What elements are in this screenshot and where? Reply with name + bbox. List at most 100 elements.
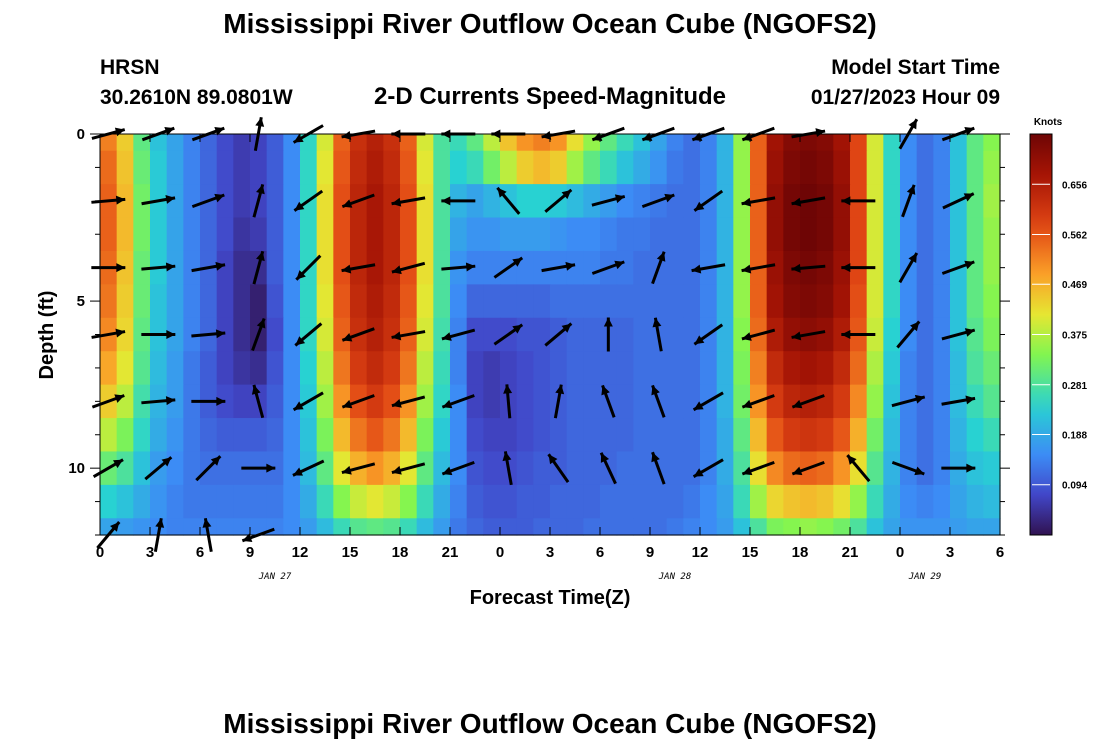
heatmap-cell: [516, 351, 534, 386]
heatmap-cell: [766, 134, 784, 152]
heatmap-cell: [350, 351, 368, 386]
heatmap-cell: [866, 451, 884, 486]
heatmap-cell: [633, 518, 651, 536]
current-arrow: [941, 395, 976, 406]
heatmap-cell: [466, 351, 484, 386]
heatmap-cell: [616, 351, 634, 386]
current-arrow: [841, 196, 876, 206]
heatmap-cell: [750, 284, 768, 319]
heatmap-cell: [900, 351, 918, 386]
heatmap-cell: [183, 150, 201, 185]
heatmap-cell: [683, 184, 701, 219]
heatmap-cell: [966, 418, 984, 453]
heatmap-cell: [316, 134, 334, 152]
heatmap-cell: [483, 134, 501, 152]
heatmap-cell: [883, 184, 901, 219]
heatmap-cell: [283, 384, 301, 419]
current-arrow: [898, 252, 919, 284]
heatmap-cell: [783, 284, 801, 319]
x-tick-label: 6: [196, 544, 204, 561]
arrow-head: [115, 328, 126, 338]
heatmap-cell: [416, 451, 434, 486]
heatmap-cell: [866, 351, 884, 386]
heatmap-cell: [583, 250, 601, 285]
heatmap-cell: [516, 184, 534, 219]
heatmap-cell: [650, 518, 668, 536]
heatmap-cell: [800, 134, 818, 152]
arrow-head: [910, 321, 920, 332]
heatmap-cell: [883, 317, 901, 352]
heatmap-cell: [333, 384, 351, 419]
heatmap-cell: [766, 250, 784, 285]
current-arrow: [891, 394, 926, 408]
heatmap-cell: [133, 351, 151, 386]
heatmap-cell: [216, 351, 234, 386]
arrow-head: [651, 452, 660, 463]
heatmap-cell: [233, 217, 251, 252]
colorbar-tick-label: 0.469: [1062, 280, 1087, 291]
y-tick-label: 0: [77, 126, 85, 143]
arrow-head: [512, 257, 523, 267]
heatmap-cell: [966, 250, 984, 285]
heatmap-cell: [883, 150, 901, 185]
heatmap-cell: [766, 351, 784, 386]
heatmap-cell: [433, 351, 451, 386]
heatmap-cell: [766, 518, 784, 536]
colorbar-tick-label: 0.281: [1062, 381, 1087, 392]
heatmap-cell: [516, 518, 534, 536]
heatmap-cell: [883, 284, 901, 319]
arrow-head: [815, 128, 826, 138]
heatmap-cell: [550, 351, 568, 386]
arrow-head: [914, 466, 925, 476]
current-arrow: [141, 396, 176, 406]
heatmap-cell: [233, 134, 251, 152]
current-arrow: [252, 250, 265, 285]
heatmap-cell: [783, 317, 801, 352]
arrow-head: [256, 318, 266, 329]
heatmap-cell: [983, 284, 1001, 319]
current-arrow: [92, 458, 124, 478]
heatmap-cell: [966, 134, 984, 152]
heatmap-cell: [616, 451, 634, 486]
heatmap-cell: [933, 250, 951, 285]
heatmap-cell: [383, 317, 401, 352]
heatmap-cell: [333, 284, 351, 319]
heatmap-cell: [216, 451, 234, 486]
heatmap-cell: [416, 384, 434, 419]
heatmap-cell: [450, 418, 468, 453]
heatmap-cell: [283, 484, 301, 519]
heatmap-cell: [833, 284, 851, 319]
heatmap-cell: [633, 484, 651, 519]
heatmap-cell: [533, 284, 551, 319]
heatmap-cell: [216, 284, 234, 319]
heatmap-cell: [483, 150, 501, 185]
heatmap-cell: [416, 184, 434, 219]
heatmap-cell: [900, 284, 918, 319]
heatmap-cell: [116, 518, 134, 536]
heatmap-cell: [266, 284, 284, 319]
arrow-head: [600, 452, 610, 463]
heatmap-cell: [433, 217, 451, 252]
heatmap-cell: [533, 351, 551, 386]
heatmap-cell: [766, 317, 784, 352]
heatmap-cell: [166, 384, 184, 419]
arrow-head: [296, 270, 306, 280]
x-tick-label: 6: [996, 544, 1004, 561]
current-arrow: [191, 261, 226, 273]
colorbar-tick-label: 0.094: [1062, 481, 1087, 492]
heatmap-cell: [300, 134, 318, 152]
heatmap-cell: [483, 451, 501, 486]
heatmap-cell: [766, 451, 784, 486]
heatmap-cell: [816, 351, 834, 386]
heatmap-cell: [116, 451, 134, 486]
second-chart-title: Mississippi River Outflow Ocean Cube (NG…: [223, 708, 877, 739]
heatmap-cell: [316, 351, 334, 386]
heatmap-cell: [750, 518, 768, 536]
heatmap-cell: [850, 217, 868, 252]
arrow-head: [966, 463, 976, 473]
heatmap-cell: [700, 418, 718, 453]
heatmap-cell: [416, 250, 434, 285]
current-arrow: [502, 451, 513, 486]
current-arrow: [692, 391, 724, 412]
heatmap-cell: [166, 418, 184, 453]
